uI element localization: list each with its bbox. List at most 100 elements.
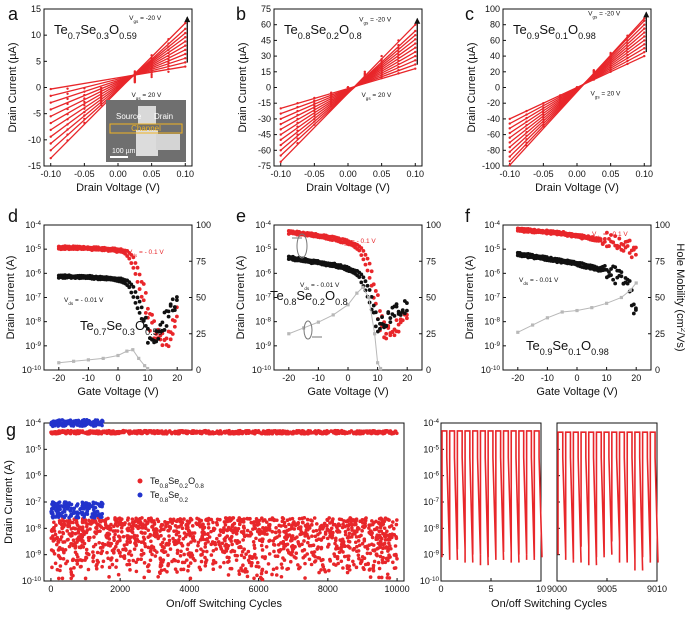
off-state-point: [346, 527, 351, 532]
panel-label: f: [465, 206, 471, 226]
mobility-point: [361, 285, 365, 289]
y-tick-label: 10-8: [25, 316, 41, 327]
off-state-point: [223, 536, 228, 540]
mobility-point: [628, 288, 632, 292]
off-state-point: [382, 541, 387, 546]
off-state-point: [78, 506, 83, 511]
vgs-bottom-annotation-part: V: [131, 92, 136, 99]
iv-point: [167, 45, 170, 48]
off-state-point: [142, 561, 147, 565]
off-state-point: [95, 558, 100, 563]
on-state-point: [386, 429, 391, 434]
y-tick-label: 100: [485, 4, 500, 14]
on-state-point: [191, 429, 196, 434]
on-state-point: [80, 429, 85, 433]
off-state-point: [343, 532, 348, 537]
off-state-point: [290, 523, 294, 528]
y-tick-label-part: -10: [262, 365, 272, 372]
inset-source-label: Source: [116, 112, 142, 121]
vgs-bottom-annotation: Vgs = 20 V: [361, 92, 392, 101]
off-state-point: [100, 502, 105, 506]
off-state-point: [59, 547, 63, 551]
off-state-point: [303, 561, 307, 566]
channel-outline: [109, 123, 183, 134]
off-state-point: [248, 560, 252, 565]
y-tick-label: 10-7: [484, 292, 500, 303]
off-state-point: [79, 510, 83, 515]
y-tick-label-part: 10: [255, 317, 265, 327]
pad: [156, 134, 180, 150]
on-state-point: [69, 419, 74, 423]
off-state-point: [184, 558, 189, 562]
off-state-point: [272, 549, 276, 554]
off-state-point: [312, 516, 317, 520]
iv-point: [542, 116, 545, 119]
iv-point: [296, 129, 299, 132]
off-state-point: [368, 551, 373, 556]
iv-point: [167, 58, 170, 61]
off-state-point: [142, 575, 147, 580]
transfer-point: [150, 337, 154, 342]
off-state-point: [359, 533, 363, 538]
off-state-point: [109, 558, 113, 562]
off-state-point: [172, 542, 177, 547]
off-state-point: [71, 538, 76, 543]
off-state-point: [195, 516, 199, 521]
legend-label-part: 0.8: [195, 483, 204, 490]
arrow-head: [184, 16, 191, 23]
transfer-point: [172, 324, 177, 329]
transfer-point: [361, 257, 366, 262]
off-state-point: [80, 558, 84, 563]
off-state-point: [251, 540, 256, 544]
off-state-point: [77, 525, 82, 530]
off-state-point: [350, 522, 354, 527]
iv-point: [626, 53, 629, 57]
y2-tick-label: 75: [655, 256, 665, 266]
y-tick-label: 10-9: [423, 549, 439, 560]
transfer-point: [357, 275, 362, 280]
transfer-point: [175, 295, 179, 299]
transfer-point: [168, 302, 173, 307]
off-state-point: [105, 531, 110, 536]
transfer-point: [137, 299, 142, 304]
off-state-point: [288, 559, 293, 564]
on-state-point: [152, 431, 157, 436]
off-state-point: [121, 554, 126, 559]
y-axis-label: Drain Current (A): [235, 256, 247, 340]
y2-tick-label: 100: [426, 220, 441, 230]
off-state-point: [139, 553, 144, 557]
off-state-point: [109, 522, 113, 527]
iv-point: [313, 120, 316, 123]
off-state-point: [129, 553, 134, 557]
vds-annotation-part: V: [64, 297, 69, 304]
off-state-point: [158, 571, 162, 576]
transfer-point: [137, 310, 142, 315]
off-state-point: [85, 510, 89, 515]
transfer-point: [375, 293, 380, 298]
transfer-point: [139, 305, 144, 310]
off-state-point: [53, 501, 57, 506]
transfer-point: [365, 268, 370, 273]
off-state-point: [139, 530, 144, 535]
iv-point: [643, 50, 646, 54]
off-state-point: [75, 558, 80, 563]
off-state-point: [128, 568, 132, 572]
vgs-top-annotation: Vgs = -20 V: [359, 17, 392, 26]
material-title-part: 0.2: [312, 297, 325, 307]
off-state-point: [188, 561, 193, 565]
off-state-point: [239, 553, 244, 558]
transfer-point: [609, 267, 613, 271]
off-state-point: [75, 513, 80, 517]
iv-point: [542, 102, 545, 105]
off-state-point: [143, 531, 147, 535]
x-tick-label: 0: [345, 373, 350, 383]
transfer-point: [162, 337, 167, 342]
transfer-point: [386, 311, 391, 316]
off-state-point: [309, 518, 313, 522]
off-state-point: [328, 557, 332, 562]
off-state-point: [357, 556, 361, 561]
iv-point: [414, 50, 417, 54]
off-state-point: [292, 555, 297, 559]
y-tick-label: -15: [28, 161, 41, 171]
off-state-point: [360, 541, 365, 546]
